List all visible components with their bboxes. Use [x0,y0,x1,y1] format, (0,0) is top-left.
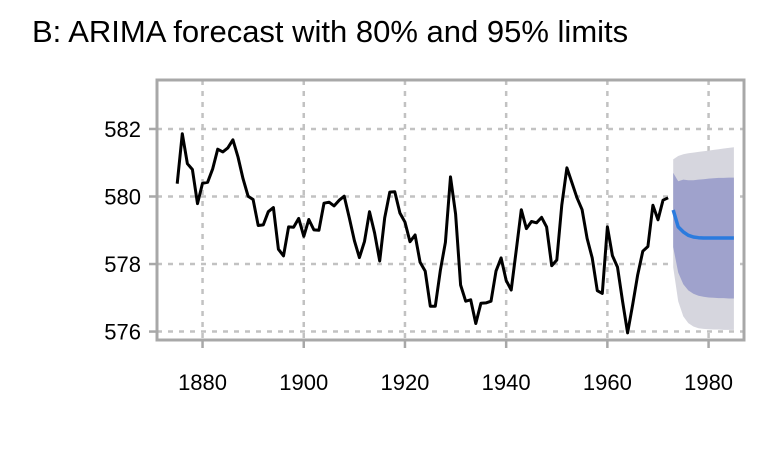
series-layer [175,132,734,335]
series-line-observed [175,132,669,335]
x-tick-label-1940: 1940 [482,370,531,395]
band-80 [673,172,734,299]
x-axis: 1880 1900 1920 1940 1960 1980 [178,340,733,395]
x-tick-label-1900: 1900 [279,370,328,395]
x-tick-label-1980: 1980 [684,370,733,395]
x-tick-label-1880: 1880 [178,370,227,395]
y-tick-label-582: 582 [104,117,141,142]
y-tick-label-578: 578 [104,252,141,277]
x-tick-label-1960: 1960 [583,370,632,395]
y-axis: 576 578 580 582 [104,117,157,345]
x-tick-label-1920: 1920 [380,370,429,395]
chart-title: B: ARIMA forecast with 80% and 95% limit… [32,14,628,49]
series-line-forecast [671,209,734,240]
band-80-layer [673,172,734,299]
plot-frame [155,78,746,342]
y-tick-label-576: 576 [104,320,141,345]
y-tick-label-580: 580 [104,184,141,209]
